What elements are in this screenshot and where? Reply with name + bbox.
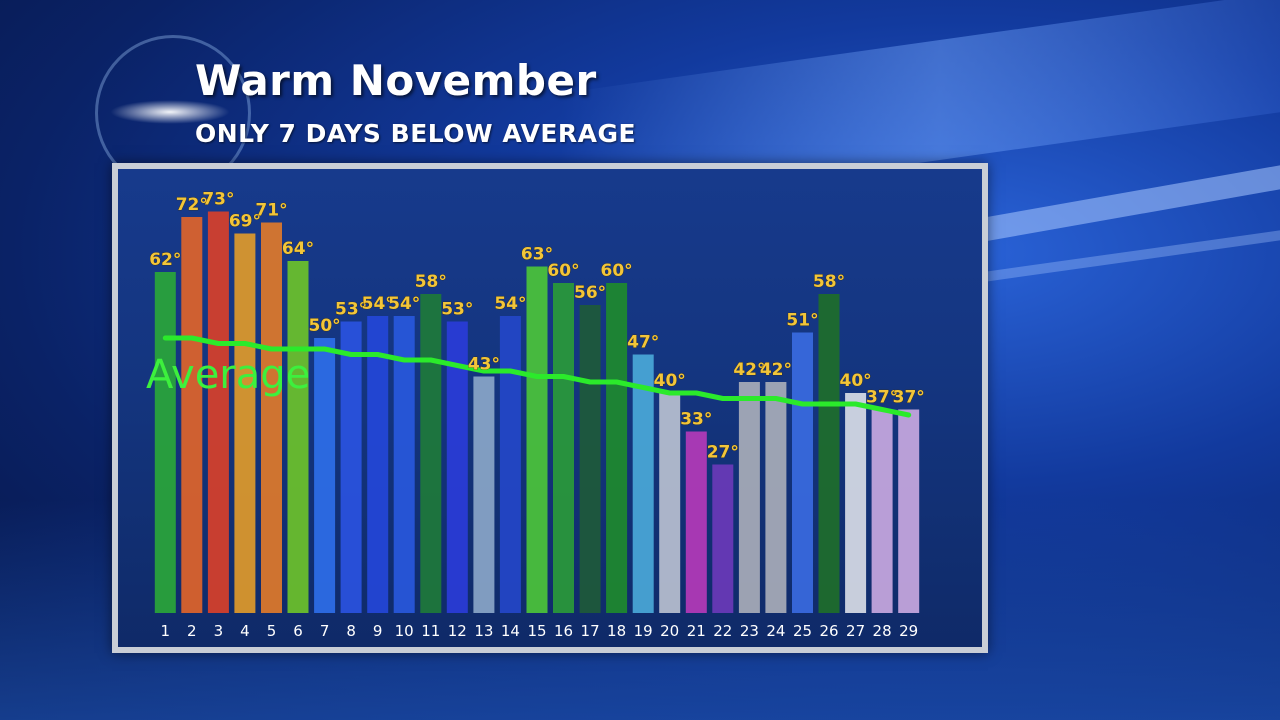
background-stripe	[980, 227, 1280, 283]
bar-day-17	[579, 305, 601, 613]
bar-day-21	[685, 431, 707, 613]
value-label-day-6: 64°	[282, 239, 314, 259]
x-tick-label: 5	[267, 622, 277, 640]
x-tick-label: 4	[240, 622, 250, 640]
value-label-day-28: 37°	[866, 388, 898, 408]
bar-day-2	[181, 217, 203, 613]
x-tick-label: 15	[527, 622, 546, 640]
bar-day-19	[632, 354, 654, 613]
value-label-day-12: 53°	[441, 300, 473, 320]
value-label-day-15: 63°	[521, 245, 553, 265]
x-tick-label: 9	[373, 622, 383, 640]
bar-day-28	[871, 409, 893, 613]
x-tick-label: 27	[846, 622, 865, 640]
bar-day-6	[287, 261, 309, 613]
bar-day-15	[526, 266, 548, 613]
value-label-day-20: 40°	[654, 371, 686, 391]
x-tick-label: 11	[421, 622, 440, 640]
x-tick-label: 24	[766, 622, 785, 640]
value-label-day-8: 53°	[335, 300, 367, 320]
bar-day-3	[207, 211, 229, 613]
bar-day-12	[446, 321, 468, 613]
background-stripe	[980, 161, 1280, 243]
value-label-day-11: 58°	[415, 272, 447, 292]
x-tick-label: 26	[819, 622, 838, 640]
value-label-day-18: 60°	[601, 261, 633, 281]
bar-day-5	[261, 222, 282, 613]
x-tick-label: 19	[634, 622, 653, 640]
x-tick-label: 14	[501, 622, 520, 640]
value-label-day-29: 37°	[893, 388, 925, 408]
value-label-day-27: 40°	[840, 371, 872, 391]
temperature-chart: Average62°72°73°69°71°64°50°53°54°54°58°…	[146, 189, 925, 640]
bar-day-25	[792, 332, 813, 613]
x-tick-label: 8	[346, 622, 356, 640]
x-tick-label: 23	[740, 622, 759, 640]
value-label-day-10: 54°	[388, 294, 420, 314]
value-label-day-5: 71°	[255, 201, 287, 221]
x-tick-label: 3	[214, 622, 224, 640]
value-label-day-26: 58°	[813, 272, 845, 292]
value-label-day-2: 72°	[176, 195, 208, 215]
bar-day-13	[473, 376, 495, 613]
value-label-day-16: 60°	[547, 261, 579, 281]
x-tick-label: 22	[713, 622, 732, 640]
page-subtitle: ONLY 7 DAYS BELOW AVERAGE	[195, 119, 637, 148]
x-tick-label: 7	[320, 622, 330, 640]
bar-day-10	[393, 316, 415, 613]
x-tick-label: 28	[873, 622, 892, 640]
bar-day-14	[499, 316, 521, 613]
bar-day-22	[712, 464, 734, 613]
value-label-day-13: 43°	[468, 355, 500, 375]
background-lens-flare	[110, 100, 230, 124]
bar-day-9	[367, 316, 389, 613]
bar-day-16	[553, 283, 574, 613]
value-label-day-22: 27°	[707, 443, 739, 463]
x-tick-label: 20	[660, 622, 679, 640]
x-tick-label: 18	[607, 622, 626, 640]
page-title: Warm November	[195, 56, 597, 105]
average-line	[162, 335, 912, 418]
x-tick-label: 16	[554, 622, 573, 640]
bar-day-27	[845, 393, 867, 613]
value-label-day-23: 42°	[733, 360, 765, 380]
value-label-day-24: 42°	[760, 360, 792, 380]
bar-day-1	[154, 272, 176, 613]
bar-day-7	[314, 338, 336, 613]
bar-day-11	[420, 294, 442, 613]
value-label-day-25: 51°	[786, 311, 818, 331]
value-label-day-4: 69°	[229, 212, 261, 232]
bar-day-18	[606, 283, 628, 613]
bar-day-24	[765, 382, 787, 613]
bar-day-23	[738, 382, 760, 613]
x-tick-label: 10	[395, 622, 414, 640]
bar-day-26	[818, 294, 840, 613]
x-tick-label: 1	[161, 622, 171, 640]
x-tick-label: 17	[581, 622, 600, 640]
bar-day-4	[234, 233, 256, 613]
x-tick-label: 2	[187, 622, 197, 640]
x-tick-label: 13	[474, 622, 493, 640]
value-label-day-19: 47°	[627, 333, 659, 353]
value-label-day-14: 54°	[494, 294, 526, 314]
value-label-day-21: 33°	[680, 410, 712, 430]
value-label-day-9: 54°	[362, 294, 394, 314]
x-tick-label: 21	[687, 622, 706, 640]
value-label-day-7: 50°	[309, 316, 341, 336]
x-tick-label: 12	[448, 622, 467, 640]
chart-panel: Average 62° 72° 73° 69° 71° 64° 50° 53° 54° 54° 58°…	[112, 163, 988, 653]
value-label-day-1: 62°	[149, 250, 181, 270]
average-label: Average	[146, 352, 310, 398]
value-label-day-17: 56°	[574, 283, 606, 303]
x-tick-label: 6	[293, 622, 303, 640]
bar-day-29	[898, 409, 920, 613]
value-label-day-3: 73°	[202, 190, 234, 210]
x-tick-label: 29	[899, 622, 918, 640]
x-tick-label: 25	[793, 622, 812, 640]
bar-day-20	[659, 393, 681, 613]
bar-day-8	[340, 321, 362, 613]
